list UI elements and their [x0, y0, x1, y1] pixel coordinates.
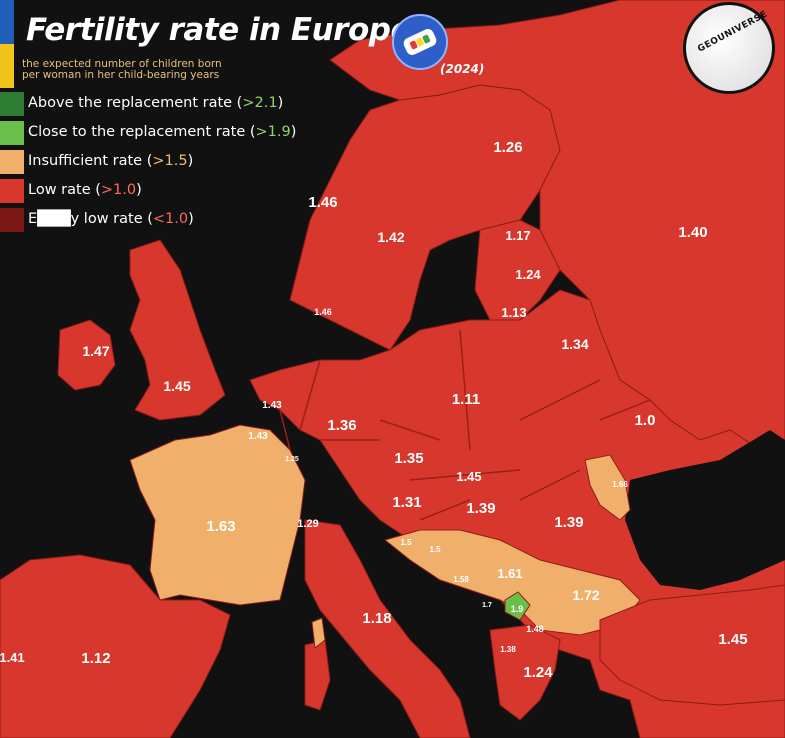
map-header: Fertility rate in Europe the expected nu…	[0, 0, 500, 88]
country-value-label: 1.25	[285, 456, 299, 463]
legend-item-insufficient: Insufficient rate (>1.5)	[0, 150, 330, 174]
subtitle-line-2: per woman in her child-bearing years	[22, 69, 220, 81]
iberia-shape	[0, 554, 231, 738]
country-value-label: 1.31	[392, 494, 421, 511]
legend-item-low: Low rate (>1.0)	[0, 179, 330, 203]
legend-swatch	[0, 121, 24, 145]
kosovo-shape	[504, 591, 531, 621]
baltic-states-shape	[474, 219, 561, 321]
legend-item-above: Above the replacement rate (>2.1)	[0, 92, 330, 116]
subtitle-line-1: the expected number of children born	[22, 58, 222, 70]
scandinavia-shape	[289, 84, 561, 351]
country-value-label: 1.45	[456, 469, 481, 484]
country-value-label: 1.38	[500, 645, 516, 654]
country-value-label: 1.36	[327, 417, 356, 434]
value-labels: 1.26 1.40 1.46 1.42 1.17 1.24 1.13 1.46 1.34 1.47…	[0, 139, 748, 681]
country-value-label: 1.43	[248, 431, 268, 442]
country-value-label: 1.11	[452, 391, 480, 408]
country-value-label: 1.26	[493, 139, 522, 156]
legend-swatch	[0, 179, 24, 203]
year-label: (2024)	[440, 62, 485, 76]
country-value-label: 1.72	[572, 587, 599, 603]
britain-shape	[129, 239, 226, 421]
country-value-label: 1.41	[0, 650, 25, 665]
country-value-label: 1.46	[308, 194, 337, 211]
country-value-label: 1.63	[206, 518, 235, 535]
country-value-label: 1.58	[453, 575, 469, 584]
legend-label: Close to the replacement rate (>1.9)	[28, 124, 297, 140]
ireland-shape	[57, 319, 116, 391]
greece-shape	[489, 624, 561, 721]
corsica-shape	[311, 617, 326, 649]
baby-bottle-icon	[392, 14, 448, 70]
country-value-label: 1.39	[554, 514, 583, 531]
country-value-label: 1.45	[718, 631, 747, 648]
country-value-label: 1.7	[482, 602, 492, 609]
legend-swatch	[0, 150, 24, 174]
turkey-shape	[599, 584, 785, 706]
country-value-label: 1.17	[505, 228, 530, 243]
country-value-label: 1.24	[523, 664, 553, 681]
country-value-label: 1.35	[394, 450, 423, 467]
country-value-label: 1.24	[515, 267, 541, 282]
country-value-label: 1.43	[262, 400, 282, 411]
country-value-label: 1.18	[362, 610, 391, 627]
country-value-label: 1.9	[511, 604, 524, 614]
legend-label: Low rate (>1.0)	[28, 182, 142, 198]
moldova-shape	[584, 454, 631, 521]
country-value-label: 1.40	[678, 224, 707, 241]
black-sea-shape	[625, 430, 785, 590]
country-value-label: 1.5	[429, 545, 441, 554]
italy-shape	[304, 519, 471, 738]
country-value-label: 1.29	[297, 518, 318, 530]
country-value-label: 1.45	[163, 378, 190, 394]
country-value-label: 1.42	[377, 229, 404, 245]
border-lines	[279, 329, 651, 521]
geouniverse-logo: GEOUNIVERSE	[683, 2, 775, 94]
legend-item-extremely-low: E███y low rate (<1.0)	[0, 208, 330, 232]
legend-swatch	[0, 92, 24, 116]
france-shape	[129, 424, 306, 606]
logo-text: GEOUNIVERSE	[696, 9, 770, 55]
country-value-label: 1.46	[314, 307, 332, 317]
country-value-label: 1.66	[612, 480, 628, 489]
country-value-label: 1.0	[635, 412, 656, 429]
country-value-label: 1.12	[81, 650, 110, 667]
legend-item-close: Close to the replacement rate (>1.9)	[0, 121, 330, 145]
legend-label: E███y low rate (<1.0)	[28, 211, 194, 227]
country-value-label: 1.13	[501, 305, 526, 320]
country-value-label: 1.47	[82, 343, 109, 359]
country-value-label: 1.39	[466, 500, 495, 517]
country-value-label: 1.5	[400, 538, 412, 547]
flag-stripe	[0, 0, 14, 88]
legend-swatch	[0, 208, 24, 232]
country-value-label: 1.34	[561, 336, 588, 352]
legend-label: Above the replacement rate (>2.1)	[28, 95, 284, 111]
country-value-label: 1.48	[526, 624, 544, 634]
map-subtitle: the expected number of children born per…	[22, 59, 282, 81]
map-title: Fertility rate in Europe	[26, 12, 411, 48]
country-value-label: 1.61	[497, 566, 522, 581]
legend-label: Insufficient rate (>1.5)	[28, 153, 194, 169]
